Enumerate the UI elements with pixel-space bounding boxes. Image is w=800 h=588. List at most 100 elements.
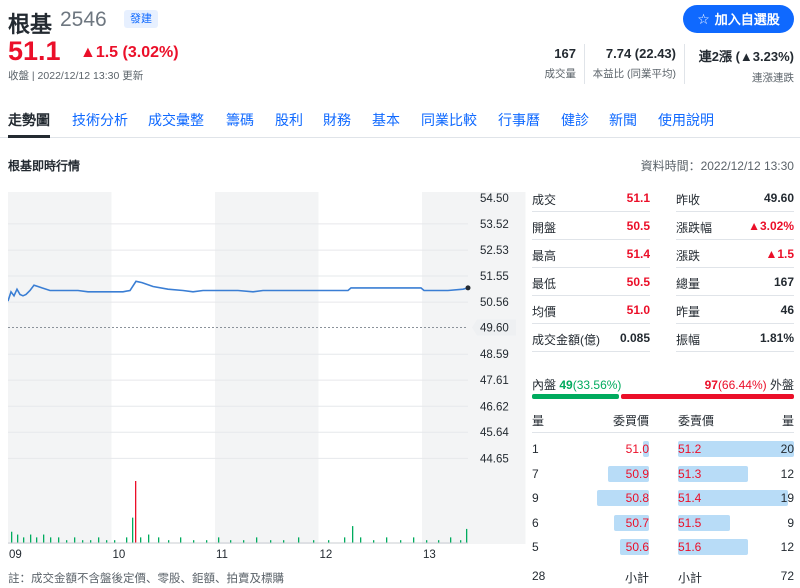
order-book-header: 量 委買價 委賣價 量 [532,412,794,436]
x-tick-label: 10 [113,549,126,561]
bid-qty: 5 [532,540,539,554]
quote-row: 漲跌 ▲1.5 [676,240,794,268]
bid-price: 50.6 [625,540,649,554]
ask-depth-bar [678,490,788,506]
volume-bar [328,540,330,543]
x-tick-label: 12 [320,549,333,561]
x-axis: 09 10 11 12 13 [9,549,436,561]
quote-value: ▲3.02% [748,219,794,233]
volume-bar [193,540,195,543]
volume-bar [360,537,362,543]
stat-streak-label: 連漲連跌 [752,72,794,84]
y-tick-label: 44.65 [480,453,509,465]
y-tick-label: 48.59 [480,349,509,361]
ask-price: 51.5 [678,515,702,530]
quote-value: 50.5 [626,219,650,233]
quote-row: 振幅 1.81% [676,324,794,352]
outer-volume: 97(66.44%) 外盤 [705,376,794,393]
ask-qty: 12 [780,540,794,554]
day-band [8,192,112,544]
outer-ratio-fill [621,394,794,399]
y-tick-label: 53.52 [480,219,509,231]
tab-financial[interactable]: 財務 [323,112,351,128]
ask-qty: 12 [780,466,794,481]
tab-technical[interactable]: 技術分析 [72,112,128,128]
tab-chart[interactable]: 走勢圖 [8,110,50,138]
order-book-total: 28 小計 小計 72 [532,565,794,588]
header-qty: 量 [532,414,545,428]
tab-chips[interactable]: 籌碼 [226,112,254,128]
bid-depth-bar [597,490,649,506]
tab-dividend[interactable]: 股利 [275,112,303,128]
bid-depth-bar [643,441,649,457]
order-book-row: 9 50.8 51.4 19 [532,486,794,510]
header-qty2: 量 [781,414,794,428]
volume-bar [352,526,354,543]
stock-name: 根基 [8,12,53,37]
y-tick-label: 50.56 [480,297,509,309]
quote-value: 46 [780,303,794,317]
stat-streak-value: 連2漲 (▲3.23%) [698,49,794,64]
outer-value: 97 [704,378,718,392]
quote-value: 51.0 [626,303,650,317]
x-tick-label: 11 [216,549,228,561]
volume-bar [256,537,258,543]
volume-bar [17,534,19,543]
quote-row: 成交金額(億) 0.085 [532,324,650,352]
total-ask-qty: 72 [780,569,794,583]
inner-ratio-fill [532,394,619,399]
quote-row: 成交 51.1 [532,184,650,212]
bid-depth-bar [620,539,649,555]
intraday-chart[interactable]: 54.50 53.52 52.53 51.55 50.56 49.60 48.59 47.61… [8,192,528,564]
stat-streak: 連2漲 (▲3.23%) 連漲連跌 [699,46,794,85]
add-to-watchlist-button[interactable]: ☆ 加入自選股 [683,5,794,33]
tab-peer-compare[interactable]: 同業比較 [421,112,477,128]
quote-row: 漲跌幅 ▲3.02% [676,212,794,240]
volume-bar [43,534,45,543]
stat-volume-label: 成交量 [544,68,577,80]
price-line-group [8,280,471,302]
bid-qty: 7 [532,466,539,481]
y-tick-label: 45.64 [480,427,509,439]
y-tick-label: 47.61 [480,375,509,387]
quote-row: 開盤 50.5 [532,212,650,240]
volume-bar [270,540,272,543]
quote-row: 總量 167 [676,268,794,296]
y-tick-label: 54.50 [480,193,509,205]
footnote: 註：成交金額不含盤後定價、零股、鉅額、拍賣及標購 [8,573,284,585]
volume-bar [148,534,150,543]
y-tick-label: 51.55 [480,271,509,283]
outer-label: 外盤 [769,378,794,392]
tab-basic[interactable]: 基本 [372,112,400,128]
inner-pct: (33.56%) [572,378,622,392]
stock-code: 2546 [60,8,107,31]
volume-bar [466,528,468,543]
order-book-row: 6 50.7 51.5 9 [532,511,794,535]
tab-calendar[interactable]: 行事曆 [498,112,540,128]
ask-price: 51.2 [678,442,702,456]
header-ask: 委賣價 [678,414,715,428]
stat-pe: 7.74 (22.43) 本益比 (同業平均) [593,46,676,81]
quote-key: 振幅 [676,333,701,347]
price-line [8,280,469,302]
tab-health[interactable]: 健診 [561,112,589,128]
volume-bar [450,537,452,543]
stat-pe-label: 本益比 (同業平均) [592,68,676,80]
volume-bar [82,540,84,543]
quote-key: 漲跌幅 [676,221,713,235]
tab-help[interactable]: 使用說明 [658,112,714,128]
ask-qty: 9 [787,515,794,530]
volume-bar [180,537,182,543]
y-tick-label: 46.62 [480,401,509,413]
tab-trades[interactable]: 成交彙整 [148,112,204,128]
tab-news[interactable]: 新聞 [609,112,637,128]
ask-depth-bar [678,514,730,531]
volume-bar [373,540,375,543]
quote-value: 50.5 [626,275,650,289]
volume-bar [386,537,388,543]
y-tick-label: 52.53 [480,245,509,257]
stat-pe-value: 7.74 (22.43) [605,46,676,61]
total-bid-qty: 28 [532,569,546,583]
volume-bar [218,537,220,543]
volume-bar [132,517,134,543]
